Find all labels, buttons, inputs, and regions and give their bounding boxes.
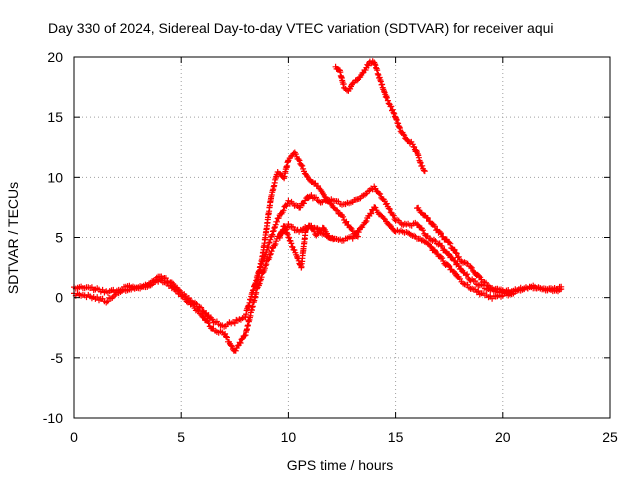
y-tick-label: 5 <box>55 230 63 246</box>
series-points <box>71 204 565 354</box>
x-tick-label: 0 <box>70 429 78 445</box>
y-axis-label: SDTVAR / TECUs <box>5 182 21 294</box>
y-tick-label: -10 <box>43 410 63 426</box>
x-tick-labels: 0 5 10 15 20 25 <box>70 429 618 445</box>
x-tick-label: 5 <box>177 429 185 445</box>
series-track-d <box>276 222 337 271</box>
series-points <box>71 183 565 330</box>
series-track-e <box>332 58 428 175</box>
series-track-f <box>414 204 515 297</box>
series-points <box>253 149 361 288</box>
y-tick-label: -5 <box>51 350 64 366</box>
series-points <box>276 222 337 271</box>
x-tick-label: 10 <box>281 429 297 445</box>
series-track-c <box>253 149 361 288</box>
y-tick-label: 0 <box>55 290 63 306</box>
y-tick-label: 20 <box>47 49 63 65</box>
data-series <box>71 58 565 354</box>
grid-lines <box>74 57 610 418</box>
x-tick-label: 25 <box>602 429 618 445</box>
series-points <box>414 204 515 297</box>
y-tick-label: 10 <box>47 169 63 185</box>
series-track-a <box>71 183 565 330</box>
chart-title: Day 330 of 2024, Sidereal Day-to-day VTE… <box>48 20 554 36</box>
x-tick-label: 20 <box>495 429 511 445</box>
y-tick-label: 15 <box>47 109 63 125</box>
series-track-b <box>71 204 565 354</box>
series-points <box>332 58 428 175</box>
x-axis-label: GPS time / hours <box>287 457 394 473</box>
x-tick-label: 15 <box>388 429 404 445</box>
y-tick-labels: -10 -5 0 5 10 15 20 <box>43 49 63 426</box>
axis-ticks <box>73 56 611 419</box>
